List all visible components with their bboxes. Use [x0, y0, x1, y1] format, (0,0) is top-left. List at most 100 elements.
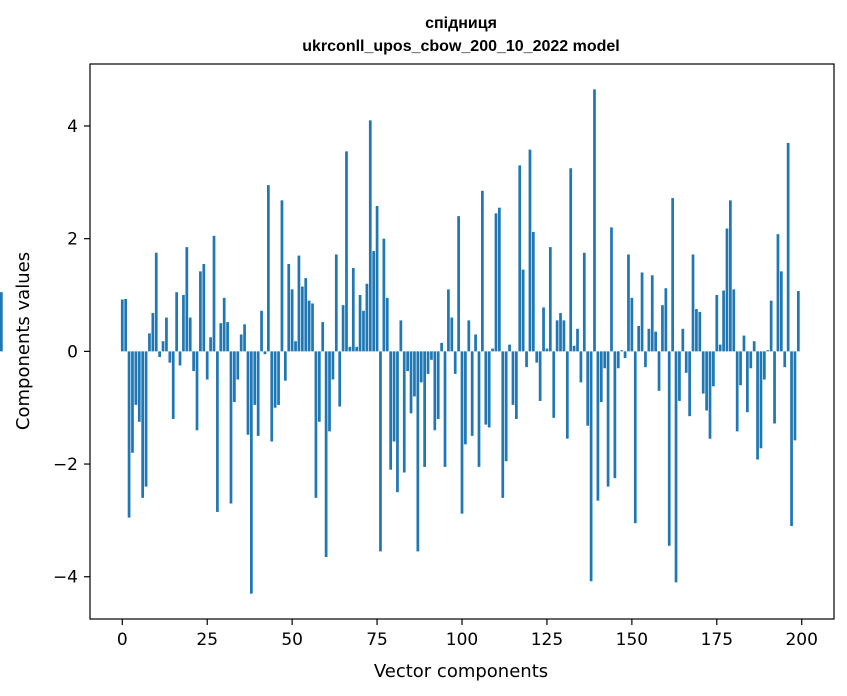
bar-component-128: [555, 320, 559, 352]
bar-component-35: [239, 334, 243, 352]
y-tick-label: −4: [53, 568, 78, 588]
bar-component-165: [681, 328, 685, 352]
bar-component-178: [725, 228, 729, 352]
bar-component-42: [263, 351, 267, 355]
bar-series: [0, 89, 800, 594]
bar-component-50: [290, 289, 294, 352]
bar-component-191: [769, 300, 773, 352]
bar-component-174: [712, 351, 715, 387]
bar-component-169: [695, 309, 698, 352]
bar-component-104: [474, 334, 477, 352]
bar-component-19: [185, 247, 189, 352]
x-tick-label: 200: [785, 630, 817, 650]
bar-component-105: [477, 351, 481, 467]
bar-component-126: [548, 247, 552, 352]
bar-component-38: [250, 351, 253, 594]
bar-component-108: [487, 351, 491, 428]
bar-component-63: [334, 254, 338, 352]
bar-component-70: [358, 295, 362, 352]
bar-component-109: [491, 348, 494, 352]
bar-component-151: [633, 351, 637, 524]
x-tick-label: 100: [446, 630, 478, 650]
bar-component-80: [392, 351, 396, 442]
bar-component-99: [457, 216, 460, 352]
bar-component-83: [402, 351, 406, 473]
bar-component-44: [270, 351, 274, 442]
x-tick-label: 125: [531, 630, 563, 650]
bar-component-144: [610, 227, 613, 352]
bar-component-179: [729, 200, 732, 352]
bar-component-106: [481, 190, 484, 352]
bar-component-111: [498, 207, 501, 352]
bar-component-66: [345, 151, 348, 352]
bar-component-117: [518, 165, 522, 352]
bar-component-16: [175, 292, 178, 352]
bar-component-20: [188, 317, 192, 352]
bar-component-18: [182, 295, 185, 352]
bar-component-49: [287, 264, 291, 352]
bar-component-195: [783, 351, 787, 368]
bar-component-48: [283, 351, 287, 381]
bar-component-87: [416, 351, 420, 552]
bar-component-194: [779, 271, 783, 352]
x-axis-label: Vector components: [374, 661, 548, 682]
bar-component-29: [219, 323, 223, 352]
x-tick-label: 150: [616, 630, 648, 650]
bar-component-129: [559, 313, 562, 352]
bar-component-184: [746, 351, 749, 413]
bar-component-118: [521, 269, 525, 352]
bar-component-168: [691, 254, 695, 352]
bar-component-56: [311, 303, 314, 352]
bar-component-24: [202, 264, 206, 352]
bar-component-33: [233, 351, 236, 403]
bar-component-146: [616, 351, 620, 369]
bar-component-150: [630, 297, 634, 352]
bar-component-77: [382, 238, 386, 352]
bar-component-25: [205, 351, 209, 380]
bar-component-155: [647, 328, 651, 352]
bar-component-32: [229, 351, 233, 504]
x-tick-label: 0: [117, 630, 128, 650]
x-tick-label: 25: [196, 630, 218, 650]
bar-component-160: [664, 288, 668, 352]
bar-component-86: [413, 351, 416, 397]
bar-component-192: [773, 351, 776, 424]
bar-component-182: [739, 351, 742, 386]
bar-component-183: [742, 335, 746, 352]
bar-component-61: [328, 351, 331, 432]
bar-component-71: [362, 310, 365, 352]
bar-component-14: [168, 351, 172, 363]
bar-component-163: [674, 351, 678, 583]
bar-component-89: [423, 351, 426, 467]
bar-component-58: [317, 351, 321, 422]
bar-component-68: [351, 267, 355, 352]
bar-component-176: [718, 344, 722, 352]
bar-component-75: [375, 205, 379, 352]
bar-component-122: [535, 351, 539, 363]
bar-component-54: [304, 278, 308, 352]
bar-component-51: [294, 341, 297, 352]
bar-component-55: [307, 300, 311, 352]
y-tick-label: 2: [67, 230, 78, 250]
bar-component-74: [372, 251, 376, 352]
bar-component-113: [504, 351, 508, 462]
bar-component-101: [464, 351, 467, 445]
bar-component-162: [671, 198, 674, 352]
bar-component-79: [389, 351, 393, 470]
y-axis-ticks: −4 −2 0 2 4: [53, 117, 90, 588]
bar-component-138: [589, 351, 593, 582]
bar-component-161: [667, 351, 671, 546]
bar-component-131: [565, 351, 569, 439]
bar-component-166: [684, 351, 688, 373]
bar-component-190: [766, 350, 770, 352]
bar-component-7: [144, 351, 148, 487]
bar-component-91: [430, 351, 433, 360]
bar-component-130: [562, 320, 566, 352]
bar-component-171: [701, 351, 705, 394]
bar-component-107: [484, 351, 488, 425]
bar-component-180: [732, 289, 736, 352]
bar-component-141: [599, 351, 603, 403]
bar-component-177: [722, 290, 725, 352]
bar-component-3: [131, 351, 134, 453]
bar-component-13: [165, 317, 168, 352]
